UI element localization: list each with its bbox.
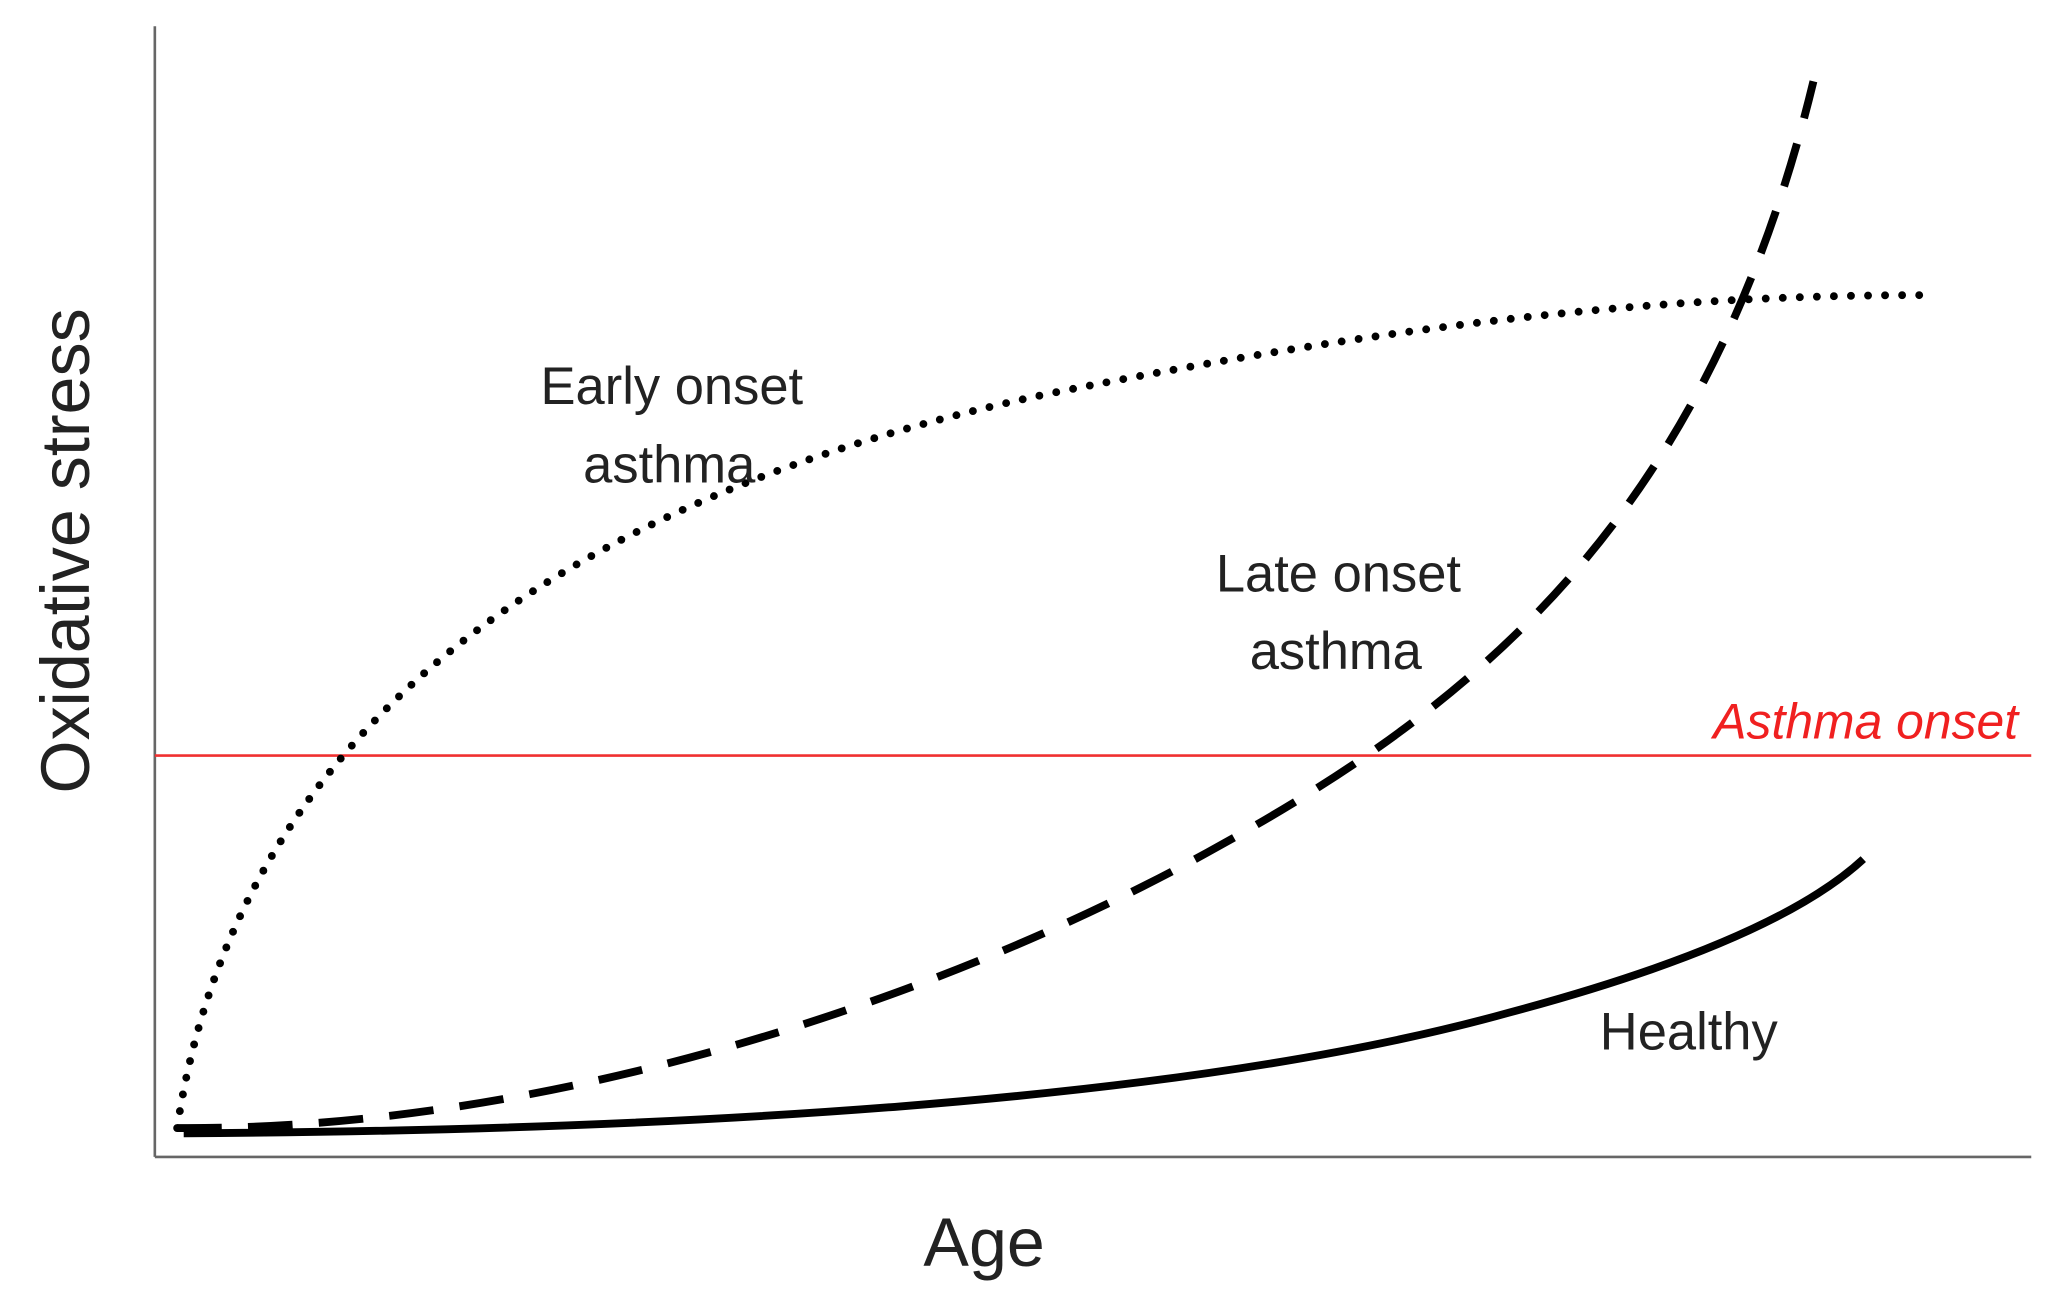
late-onset-curve (177, 80, 1818, 1132)
curve-label: asthma (1250, 623, 1423, 681)
curve-label: Early onset (541, 358, 804, 416)
curve-label: asthma (583, 437, 756, 495)
x-axis-label: Age (923, 1205, 1044, 1281)
threshold-label: Asthma onset (1710, 693, 2020, 749)
curve-label: Healthy (1600, 1003, 1779, 1061)
y-axis-label: Oxidative stress (28, 308, 104, 793)
curve-label: Late onset (1216, 546, 1462, 604)
healthy-curve (183, 856, 1866, 1138)
